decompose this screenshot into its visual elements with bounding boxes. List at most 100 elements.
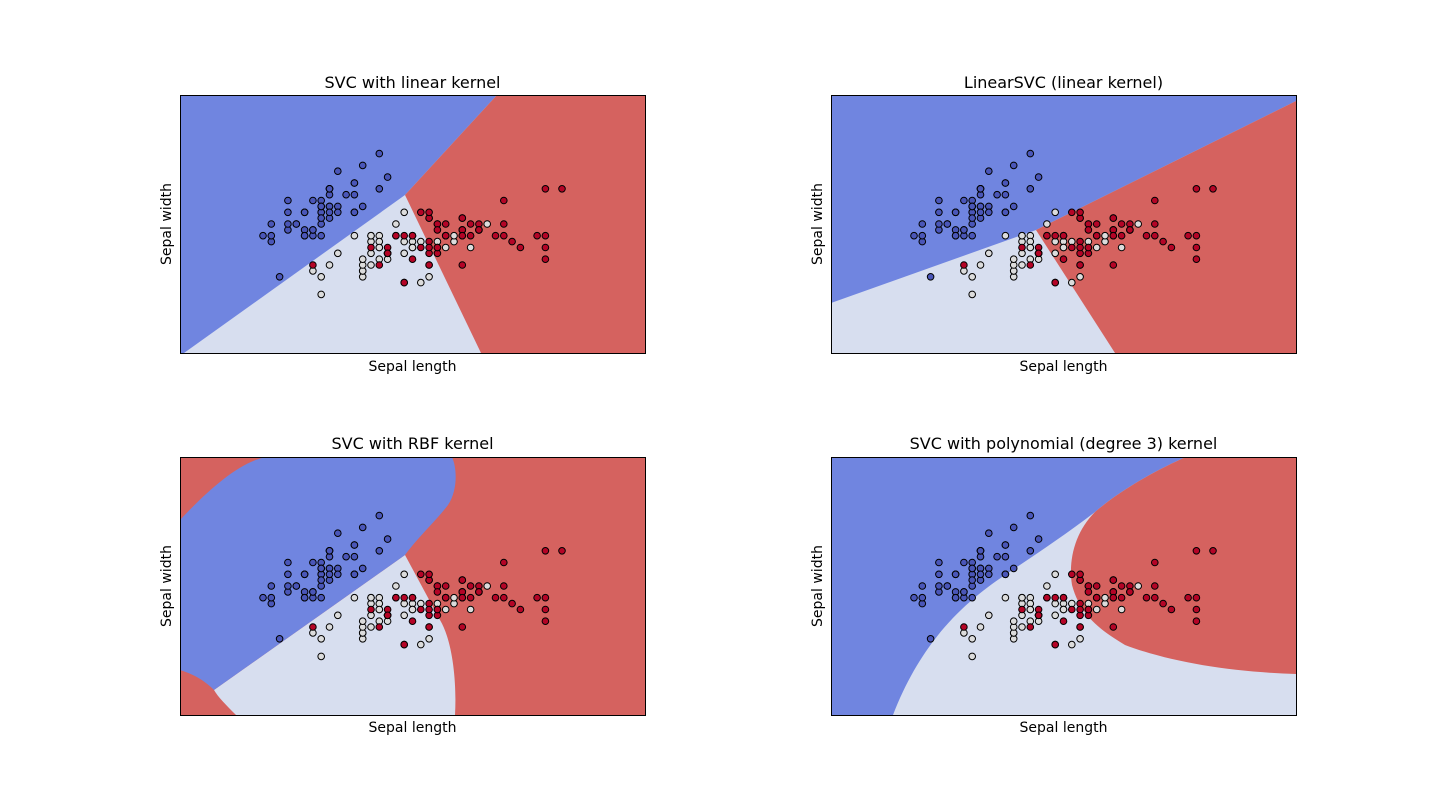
data-point-versicolor bbox=[1117, 605, 1126, 614]
data-point-versicolor bbox=[1068, 640, 1076, 649]
data-point-versicolor bbox=[1059, 243, 1068, 252]
data-point-versicolor bbox=[400, 208, 409, 217]
data-point-virginica bbox=[408, 231, 417, 240]
data-point-virginica bbox=[1184, 231, 1192, 240]
data-point-virginica bbox=[500, 593, 508, 602]
data-point-virginica bbox=[1192, 231, 1201, 240]
data-point-virginica bbox=[1151, 582, 1159, 590]
data-point-versicolor bbox=[408, 243, 417, 252]
data-point-virginica bbox=[508, 237, 516, 246]
data-point-virginica bbox=[392, 231, 400, 240]
region-setosa bbox=[831, 457, 1186, 715]
data-point-setosa bbox=[918, 231, 927, 240]
data-point-virginica bbox=[466, 220, 475, 228]
data-point-setosa bbox=[259, 231, 267, 240]
data-point-versicolor bbox=[317, 652, 326, 661]
data-point-virginica bbox=[1051, 231, 1059, 240]
data-point-setosa bbox=[935, 208, 943, 217]
data-point-versicolor bbox=[1076, 635, 1084, 643]
data-point-setosa bbox=[342, 552, 350, 561]
data-point-virginica bbox=[1092, 220, 1101, 228]
data-point-versicolor bbox=[367, 623, 375, 631]
data-point-versicolor bbox=[1051, 570, 1059, 579]
data-point-versicolor bbox=[417, 278, 425, 287]
data-point-versicolor bbox=[350, 593, 359, 602]
data-point-virginica bbox=[425, 570, 433, 579]
data-point-versicolor bbox=[367, 593, 375, 602]
data-point-virginica bbox=[1043, 231, 1051, 240]
data-point-virginica bbox=[1092, 231, 1101, 240]
data-point-setosa bbox=[317, 576, 326, 584]
data-point-virginica bbox=[1076, 605, 1084, 614]
data-point-virginica bbox=[1159, 237, 1167, 246]
data-point-versicolor bbox=[1009, 255, 1018, 264]
data-point-versicolor bbox=[408, 605, 417, 614]
data-point-setosa bbox=[1009, 564, 1018, 573]
data-point-versicolor bbox=[400, 611, 409, 620]
data-point-virginica bbox=[491, 593, 500, 602]
data-point-versicolor bbox=[367, 261, 375, 269]
data-point-virginica bbox=[1117, 231, 1126, 240]
data-point-versicolor bbox=[317, 290, 326, 299]
data-point-setosa bbox=[976, 208, 985, 217]
data-point-setosa bbox=[1026, 149, 1035, 158]
data-point-versicolor bbox=[976, 623, 985, 631]
data-point-virginica bbox=[425, 623, 433, 631]
data-point-versicolor bbox=[1001, 231, 1010, 240]
data-point-setosa bbox=[1001, 190, 1010, 199]
data-point-virginica bbox=[1109, 214, 1118, 222]
data-point-virginica bbox=[1192, 605, 1201, 614]
data-point-setosa bbox=[284, 570, 292, 579]
data-point-setosa bbox=[1026, 547, 1035, 555]
decision-regions bbox=[831, 95, 1296, 353]
data-point-virginica bbox=[1117, 593, 1126, 602]
data-point-setosa bbox=[935, 582, 943, 590]
data-point-setosa bbox=[935, 196, 943, 205]
data-point-setosa bbox=[918, 593, 927, 602]
data-point-virginica bbox=[1192, 255, 1201, 264]
data-point-setosa bbox=[918, 220, 927, 228]
data-point-virginica bbox=[1192, 243, 1201, 252]
data-point-virginica bbox=[458, 576, 467, 584]
data-point-setosa bbox=[267, 231, 276, 240]
data-point-virginica bbox=[1059, 593, 1068, 602]
data-point-setosa bbox=[976, 570, 985, 579]
data-point-versicolor bbox=[968, 635, 977, 643]
data-point-virginica bbox=[458, 214, 467, 222]
data-point-virginica bbox=[441, 220, 450, 228]
data-point-versicolor bbox=[441, 605, 450, 614]
data-point-setosa bbox=[325, 208, 334, 217]
data-point-virginica bbox=[441, 582, 450, 590]
data-point-virginica bbox=[1084, 605, 1093, 614]
data-point-virginica bbox=[516, 605, 525, 614]
data-point-setosa bbox=[309, 196, 317, 205]
data-point-versicolor bbox=[1043, 220, 1051, 228]
data-point-setosa bbox=[968, 231, 977, 240]
data-point-versicolor bbox=[375, 605, 384, 614]
data-point-virginica bbox=[500, 196, 508, 205]
data-point-setosa bbox=[1001, 552, 1010, 561]
data-point-virginica bbox=[433, 226, 442, 234]
data-point-setosa bbox=[968, 564, 977, 573]
data-point-virginica bbox=[1109, 593, 1118, 602]
data-point-virginica bbox=[383, 249, 392, 258]
data-point-virginica bbox=[400, 278, 409, 287]
data-point-virginica bbox=[1084, 243, 1093, 252]
data-point-setosa bbox=[1034, 535, 1043, 543]
data-point-virginica bbox=[375, 261, 384, 269]
data-point-virginica bbox=[441, 593, 450, 602]
data-point-setosa bbox=[267, 582, 276, 590]
data-point-virginica bbox=[1059, 255, 1068, 264]
data-point-virginica bbox=[1126, 588, 1134, 596]
data-point-setosa bbox=[943, 582, 952, 590]
data-point-virginica bbox=[1018, 605, 1026, 614]
data-point-setosa bbox=[985, 167, 993, 175]
data-point-virginica bbox=[960, 623, 968, 631]
data-point-setosa bbox=[993, 190, 1001, 199]
y-axis-label: Sepal width bbox=[159, 545, 175, 627]
data-point-setosa bbox=[1026, 511, 1035, 520]
y-axis-label: Sepal width bbox=[810, 183, 826, 265]
data-point-virginica bbox=[500, 582, 508, 590]
data-point-virginica bbox=[1076, 570, 1084, 579]
subplot-svc-rbf: SVC with RBF kernel Sepal length Sepal w… bbox=[159, 434, 646, 736]
